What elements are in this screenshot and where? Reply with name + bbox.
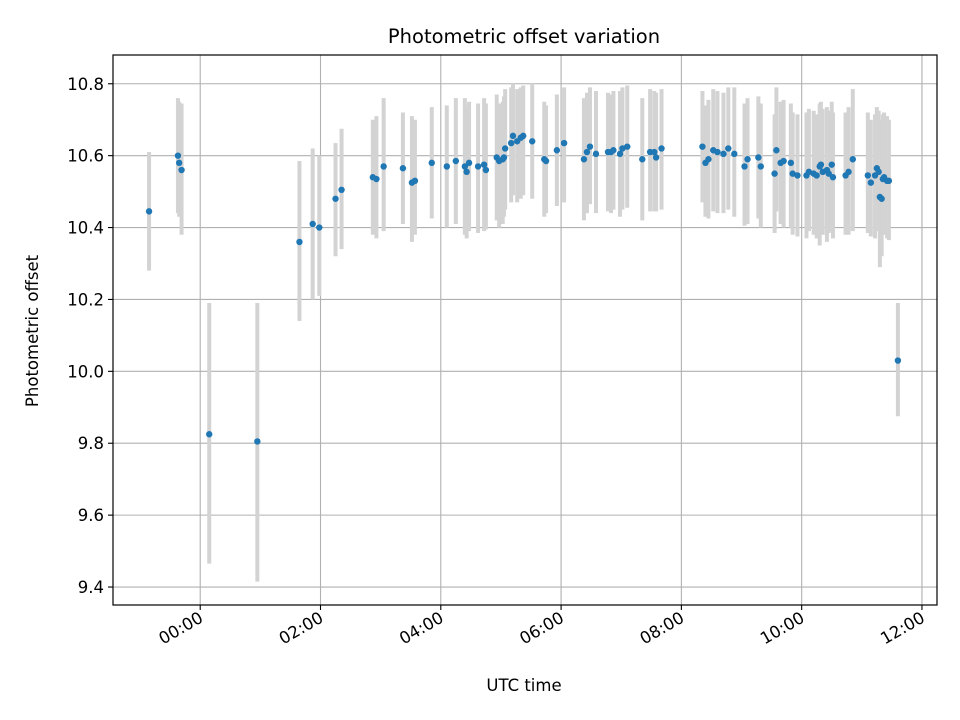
data-point <box>316 224 323 231</box>
data-point <box>586 143 594 150</box>
data-point <box>878 195 885 202</box>
data-point <box>206 431 213 438</box>
plot-frame <box>112 54 938 606</box>
data-point <box>309 220 316 228</box>
data-point <box>509 132 517 140</box>
chart-title: Photometric offset variation <box>388 25 660 48</box>
data-point <box>787 159 795 167</box>
data-point <box>443 163 451 170</box>
data-point <box>828 161 835 168</box>
data-point <box>658 145 665 152</box>
data-point <box>875 168 882 176</box>
data-point <box>813 172 820 179</box>
data-point <box>849 156 856 163</box>
data-point <box>794 172 801 179</box>
y-tick-label: 10.4 <box>67 219 104 238</box>
data-point <box>616 150 624 158</box>
data-point <box>771 170 778 177</box>
data-point <box>652 154 660 161</box>
data-point <box>725 145 732 152</box>
data-point <box>755 154 762 161</box>
data-point <box>254 438 261 445</box>
data-point <box>178 166 185 174</box>
data-point <box>825 170 832 177</box>
data-point <box>553 147 561 154</box>
data-point <box>474 163 482 170</box>
data-point <box>714 148 721 156</box>
y-tick-label: 10.0 <box>67 362 104 381</box>
data-point <box>741 163 748 170</box>
data-point <box>624 143 631 150</box>
data-point <box>175 159 183 167</box>
data-point <box>380 163 387 170</box>
data-point <box>452 157 460 165</box>
data-point <box>174 152 182 159</box>
y-tick-label: 9.4 <box>78 578 104 597</box>
data-point <box>542 157 550 165</box>
data-point <box>399 165 407 172</box>
data-point <box>332 195 339 202</box>
data-point <box>583 148 591 156</box>
data-point <box>651 148 658 156</box>
data-point <box>829 174 837 181</box>
data-point <box>805 168 813 176</box>
data-point <box>592 150 600 158</box>
data-point <box>480 161 488 168</box>
data-point <box>864 172 872 179</box>
data-point <box>580 156 588 163</box>
data-point <box>411 177 419 185</box>
data-point <box>373 175 380 183</box>
data-point <box>465 159 473 167</box>
data-point <box>885 177 893 185</box>
data-point <box>619 145 626 152</box>
data-point <box>338 186 345 194</box>
y-axis-title: Photometric offset <box>23 254 42 407</box>
data-point <box>757 163 764 170</box>
y-tick-label: 10.8 <box>67 75 104 94</box>
y-tick-label: 9.6 <box>78 506 104 525</box>
data-point <box>731 150 738 158</box>
data-point <box>845 168 852 176</box>
data-point <box>507 139 515 147</box>
data-point <box>817 161 825 168</box>
data-point <box>699 143 706 150</box>
data-point <box>610 147 617 154</box>
data-point <box>773 147 780 154</box>
data-point <box>500 154 508 161</box>
y-tick-label: 9.8 <box>78 434 104 453</box>
data-point <box>461 163 469 170</box>
data-point <box>560 139 568 147</box>
data-point <box>145 208 153 215</box>
data-point <box>519 132 527 140</box>
data-point <box>789 170 796 177</box>
data-point <box>894 357 902 364</box>
data-point <box>501 145 509 152</box>
data-points <box>145 132 902 445</box>
data-point <box>296 238 303 246</box>
data-point <box>428 159 435 167</box>
data-point <box>529 138 536 145</box>
data-point <box>705 156 712 163</box>
data-point <box>639 156 646 163</box>
data-point <box>780 157 787 165</box>
y-tick-label: 10.2 <box>67 290 104 309</box>
data-point <box>867 179 875 186</box>
data-point <box>720 150 727 158</box>
x-axis-title: UTC time <box>486 676 561 695</box>
y-tick-label: 10.6 <box>67 147 104 166</box>
data-point <box>482 166 490 174</box>
data-point <box>463 168 470 176</box>
data-point <box>744 156 751 163</box>
